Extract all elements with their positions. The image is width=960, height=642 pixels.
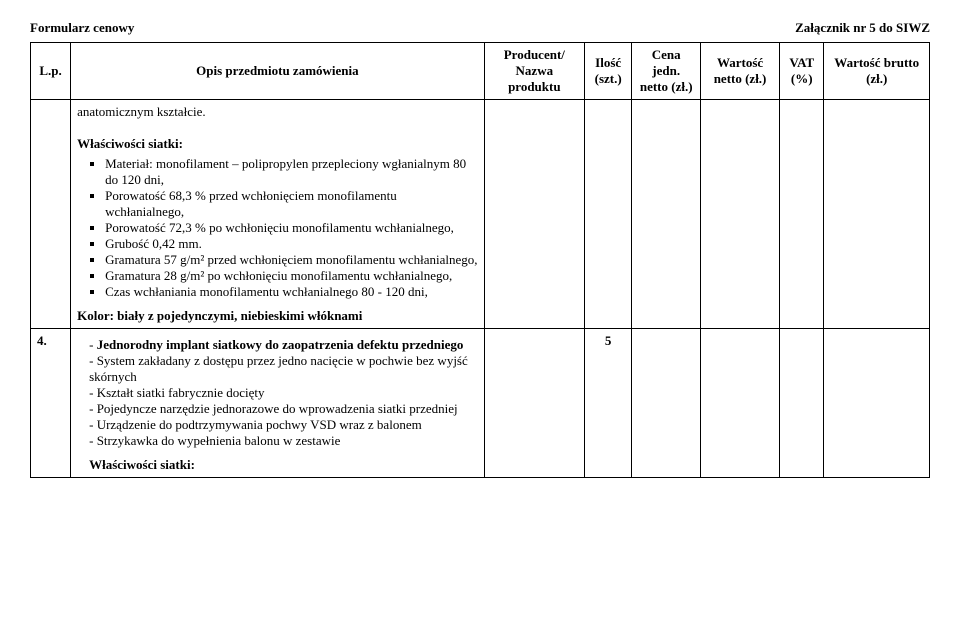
col-lp: L.p.: [31, 43, 71, 100]
props-title: Właściwości siatki:: [89, 457, 478, 473]
col-unit: Cena jedn. netto (zł.): [632, 43, 701, 100]
list-item: Strzykawka do wypełnienia balonu w zesta…: [89, 433, 478, 449]
table-row: anatomicznym kształcie. Właściwości siat…: [31, 100, 930, 329]
cell-desc: anatomicznym kształcie. Właściwości siat…: [71, 100, 485, 329]
cell-prod: [484, 100, 584, 329]
table-header-row: L.p. Opis przedmiotu zamówienia Producen…: [31, 43, 930, 100]
cell-prod: [484, 329, 584, 478]
cell-gross: [824, 329, 930, 478]
cell-netv: [700, 100, 779, 329]
list-item: Grubość 0,42 mm.: [105, 236, 478, 252]
list-item: Porowatość 72,3 % po wchłonięciu monofil…: [105, 220, 478, 236]
price-table: L.p. Opis przedmiotu zamówienia Producen…: [30, 42, 930, 478]
props-title: Właściwości siatki:: [77, 136, 478, 152]
list-item: Urządzenie do podtrzymywania pochwy VSD …: [89, 417, 478, 433]
list-item: Jednorodny implant siatkowy do zaopatrze…: [89, 337, 478, 353]
col-netv: Wartość netto (zł.): [700, 43, 779, 100]
props-list: Materiał: monofilament – polipropylen pr…: [77, 156, 478, 300]
list-item: Pojedyncze narzędzie jednorazowe do wpro…: [89, 401, 478, 417]
cell-lp: [31, 100, 71, 329]
list-item: System zakładany z dostępu przez jedno n…: [89, 353, 478, 385]
cell-qty: 5: [584, 329, 631, 478]
col-qty: Ilość (szt.): [584, 43, 631, 100]
cell-netv: [700, 329, 779, 478]
col-desc: Opis przedmiotu zamówienia: [71, 43, 485, 100]
list-item: Porowatość 68,3 % przed wchłonięciem mon…: [105, 188, 478, 220]
table-row: 4. Jednorodny implant siatkowy do zaopat…: [31, 329, 930, 478]
col-vat: VAT (%): [780, 43, 824, 100]
cell-vat: [780, 329, 824, 478]
header-right: Załącznik nr 5 do SIWZ: [795, 20, 930, 36]
col-prod: Producent/ Nazwa produktu: [484, 43, 584, 100]
col-gross: Wartość brutto (zł.): [824, 43, 930, 100]
dash-list: Jednorodny implant siatkowy do zaopatrze…: [77, 337, 478, 449]
kolor-text: Kolor: biały z pojedynczymi, niebieskimi…: [77, 308, 478, 324]
list-item: Czas wchłaniania monofilamentu wchłanial…: [105, 284, 478, 300]
list-item: Kształt siatki fabrycznie docięty: [89, 385, 478, 401]
page-header: Formularz cenowy Załącznik nr 5 do SIWZ: [30, 20, 930, 36]
first-item-bold: Jednorodny implant siatkowy do zaopatrze…: [97, 337, 464, 352]
list-item: Gramatura 28 g/m² po wchłonięciu monofil…: [105, 268, 478, 284]
lead-in-text: anatomicznym kształcie.: [77, 104, 478, 120]
list-item: Gramatura 57 g/m² przed wchłonięciem mon…: [105, 252, 478, 268]
cell-vat: [780, 100, 824, 329]
cell-lp: 4.: [31, 329, 71, 478]
cell-unit: [632, 329, 701, 478]
cell-qty: [584, 100, 631, 329]
cell-gross: [824, 100, 930, 329]
cell-unit: [632, 100, 701, 329]
cell-desc: Jednorodny implant siatkowy do zaopatrze…: [71, 329, 485, 478]
header-left: Formularz cenowy: [30, 20, 134, 36]
list-item: Materiał: monofilament – polipropylen pr…: [105, 156, 478, 188]
